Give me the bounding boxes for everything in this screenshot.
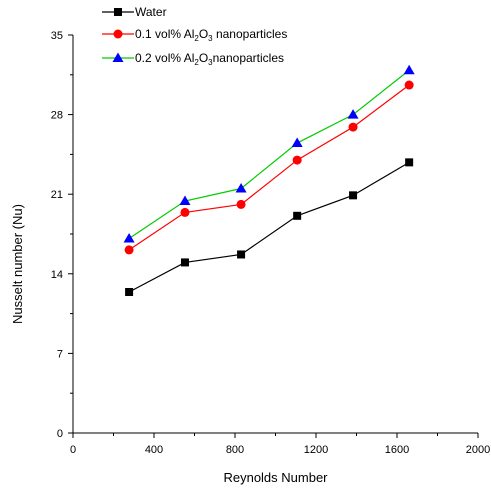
data-point <box>348 122 358 132</box>
y-tick-label: 14 <box>51 269 63 281</box>
data-point <box>124 245 134 255</box>
data-point <box>292 155 302 165</box>
y-tick-label: 28 <box>51 110 63 122</box>
data-point <box>236 199 246 209</box>
data-point <box>125 287 134 296</box>
y-tick-label: 21 <box>51 189 63 201</box>
series-line <box>128 69 410 240</box>
x-tick-label: 1200 <box>304 444 328 456</box>
legend-marker <box>113 29 123 39</box>
x-tick-label: 1600 <box>385 444 409 456</box>
data-point <box>403 64 415 75</box>
legend: Water 0.1 vol% Al2O3 nanoparticles 0.2 vol… <box>102 5 287 67</box>
data-point <box>347 109 359 119</box>
y-tick-label: 35 <box>51 30 63 42</box>
y-tick-label: 7 <box>57 348 63 360</box>
data-point <box>237 250 246 259</box>
data-point <box>123 233 135 243</box>
legend-item: 0.1 vol% Al2O3 nanoparticles <box>102 27 287 43</box>
legend-label: 0.2 vol% Al2O3nanoparticles <box>135 51 284 67</box>
y-axis: 0 7 14 21 28 35 <box>51 30 73 440</box>
x-tick-label: 800 <box>226 444 244 456</box>
series-3 <box>123 64 415 243</box>
data-point <box>180 258 189 267</box>
x-tick-label: 2000 <box>466 444 490 456</box>
data-point <box>291 137 303 148</box>
data-point <box>349 191 358 200</box>
series-2 <box>124 80 414 255</box>
data-point <box>405 158 414 167</box>
legend-marker <box>112 52 124 62</box>
plot-area <box>72 35 478 434</box>
series-line <box>128 84 410 251</box>
legend-marker <box>114 8 122 16</box>
data-point <box>179 195 191 206</box>
legend-label: 0.1 vol% Al2O3 nanoparticles <box>135 27 287 43</box>
legend-label: Water <box>135 5 167 19</box>
x-tick-label: 0 <box>70 444 76 456</box>
y-axis-label: Nusselt number (Nu) <box>10 204 25 324</box>
series-layer <box>123 64 415 296</box>
data-point <box>404 80 414 90</box>
data-point <box>293 211 302 220</box>
y-tick-label: 0 <box>57 428 63 440</box>
data-point <box>180 207 190 217</box>
x-axis: 0 400 800 1200 1600 2000 <box>70 433 490 456</box>
data-point <box>235 183 247 193</box>
series-line <box>128 161 410 293</box>
x-axis-label: Reynolds Number <box>223 470 328 485</box>
series-1 <box>125 158 414 296</box>
x-tick-label: 400 <box>145 444 163 456</box>
legend-item: Water <box>102 5 167 19</box>
legend-item: 0.2 vol% Al2O3nanoparticles <box>102 51 284 67</box>
